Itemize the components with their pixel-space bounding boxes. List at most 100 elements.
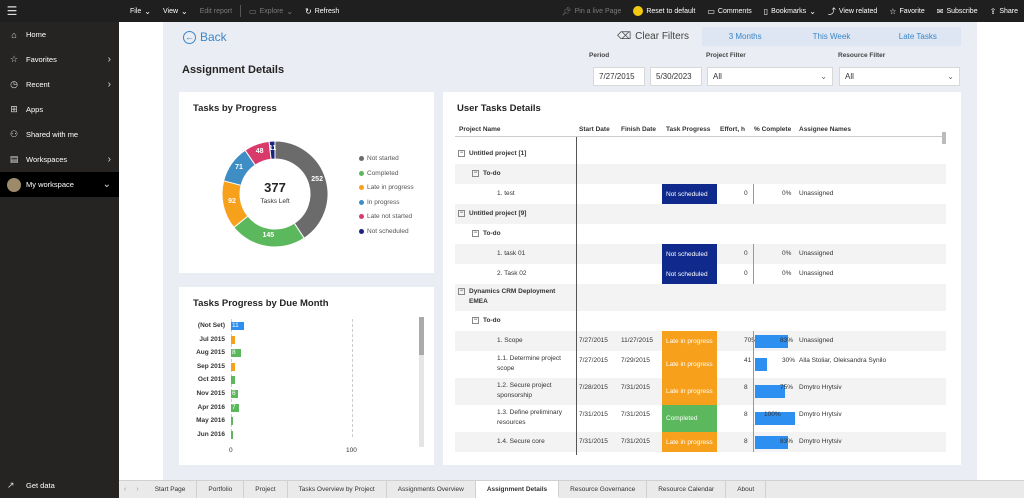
period-end-field[interactable]: 5/30/2023 bbox=[650, 67, 702, 86]
clear-filters-button[interactable]: ⌫ Clear Filters bbox=[617, 31, 689, 42]
table-row[interactable]: − Untitled project [9] bbox=[455, 204, 946, 224]
collapse-icon[interactable]: − bbox=[472, 170, 479, 177]
resource-filter-dropdown[interactable]: All ⌄ bbox=[839, 67, 960, 86]
page-tab-portfolio[interactable]: Portfolio bbox=[197, 481, 245, 498]
nav-label: Apps bbox=[26, 105, 44, 114]
table-row[interactable]: 1.1. Determine project scope 7/27/2015 7/29… bbox=[455, 351, 946, 378]
reset-default-button[interactable]: Reset to default bbox=[627, 6, 701, 16]
column-header[interactable]: Start Date bbox=[579, 126, 610, 133]
month-bar[interactable] bbox=[231, 417, 234, 426]
column-header[interactable]: Assignee Names bbox=[799, 126, 852, 133]
collapse-icon[interactable]: − bbox=[472, 317, 479, 324]
column-header[interactable]: Task Progress bbox=[666, 126, 711, 133]
prev-page-icon[interactable]: ‹ bbox=[124, 486, 127, 493]
file-menu[interactable]: File ⌄ bbox=[124, 7, 157, 16]
collapse-icon[interactable]: − bbox=[458, 150, 465, 157]
column-header[interactable]: % Complete bbox=[754, 126, 792, 133]
favorite-button[interactable]: ☆ Favorite bbox=[883, 7, 930, 16]
legend-item[interactable]: Completed bbox=[359, 170, 398, 177]
page-tab-about[interactable]: About bbox=[726, 481, 767, 498]
page-tab-resource-calendar[interactable]: Resource Calendar bbox=[647, 481, 727, 498]
subscribe-button[interactable]: ✉ Subscribe bbox=[931, 7, 984, 16]
next-page-icon[interactable]: › bbox=[136, 486, 139, 493]
legend-item[interactable]: Late in progress bbox=[359, 184, 414, 191]
view-label: View bbox=[162, 7, 179, 15]
nav-item-my-workspace[interactable]: My workspace ⌄ bbox=[0, 172, 119, 197]
assignee-names: Alla Stoliar, Oleksandra Synilo bbox=[799, 357, 887, 364]
card-title: User Tasks Details bbox=[457, 103, 541, 114]
table-row[interactable]: 1. Scope 7/27/2015 11/27/2015 Late in progr… bbox=[455, 331, 946, 351]
table-row[interactable]: − To-do bbox=[455, 224, 946, 244]
percent-complete-value: 75% bbox=[780, 384, 794, 391]
tab-this-week[interactable]: This Week bbox=[812, 32, 851, 41]
view-related-button[interactable]: ⤴ View related bbox=[822, 6, 883, 17]
column-header[interactable]: Effort, h bbox=[720, 126, 745, 133]
column-header[interactable]: Finish Date bbox=[621, 126, 657, 133]
nav-item-home[interactable]: ⌂ Home bbox=[0, 22, 119, 47]
legend-item[interactable]: In progress bbox=[359, 199, 400, 206]
collapse-icon[interactable]: − bbox=[472, 230, 479, 237]
month-bar[interactable] bbox=[231, 362, 235, 371]
nav-item-apps[interactable]: ⊞ Apps bbox=[0, 97, 119, 122]
view-related-label: View related bbox=[838, 7, 878, 15]
tasks-left-label: Tasks Left bbox=[260, 198, 290, 205]
page-tab-assignment-details[interactable]: Assignment Details bbox=[475, 481, 560, 498]
effort-value: 0 bbox=[744, 190, 748, 197]
table-row[interactable]: 1.3. Define preliminary resources 7/31/201… bbox=[455, 405, 946, 432]
table-row[interactable]: 1. task 01 Not scheduled 0 0% Unassigned bbox=[455, 244, 946, 264]
month-bar[interactable]: 7 bbox=[231, 403, 240, 412]
refresh-button[interactable]: ↻ Refresh bbox=[299, 7, 345, 16]
comments-button[interactable]: ▭ Comments bbox=[701, 7, 757, 16]
table-scrollbar[interactable] bbox=[941, 122, 947, 444]
collapse-icon[interactable]: − bbox=[458, 288, 465, 295]
scrollbar[interactable] bbox=[419, 317, 424, 447]
effort-value: 8 bbox=[744, 438, 748, 445]
assignee-names: Unassigned bbox=[799, 190, 834, 197]
page-tab-resource-governance[interactable]: Resource Governance bbox=[559, 481, 648, 498]
explore-menu[interactable]: ▭ Explore ⌄ bbox=[243, 7, 299, 16]
project-name-line2: EMEA bbox=[469, 298, 488, 305]
edit-report-button[interactable]: Edit report bbox=[194, 8, 238, 15]
page-tab-assignments-overview[interactable]: Assignments Overview bbox=[387, 481, 476, 498]
nav-item-recent[interactable]: ◷ Recent › bbox=[0, 72, 119, 97]
tab-late-tasks[interactable]: Late Tasks bbox=[898, 32, 937, 41]
table-row[interactable]: − To-do bbox=[455, 311, 946, 331]
view-menu[interactable]: View ⌄ bbox=[157, 7, 194, 16]
table-row[interactable]: − To-do bbox=[455, 164, 946, 184]
pin-live-page-button[interactable]: 📌︎ Pin a live Page bbox=[555, 7, 627, 16]
column-header[interactable]: Project Name bbox=[459, 126, 501, 133]
legend-item[interactable]: Not scheduled bbox=[359, 228, 409, 235]
legend-item[interactable]: Not started bbox=[359, 155, 399, 162]
table-row[interactable]: 2. Task 02 Not scheduled 0 0% Unassigned bbox=[455, 264, 946, 284]
legend-item[interactable]: Late not started bbox=[359, 213, 412, 220]
table-row[interactable]: − Untitled project [1] bbox=[455, 144, 946, 164]
month-bar[interactable] bbox=[231, 335, 235, 344]
month-bar[interactable] bbox=[231, 430, 234, 439]
table-row[interactable]: − Dynamics CRM Deployment EMEA bbox=[455, 284, 946, 311]
period-start-field[interactable]: 7/27/2015 bbox=[593, 67, 645, 86]
bookmarks-menu[interactable]: ▯ Bookmarks ⌄ bbox=[758, 7, 822, 16]
collapse-icon[interactable]: − bbox=[458, 210, 465, 217]
page-tab-start-page[interactable]: Start Page bbox=[144, 481, 198, 498]
scrollbar-thumb[interactable] bbox=[419, 317, 424, 355]
get-data-button[interactable]: ↗ Get data bbox=[0, 472, 119, 498]
share-button[interactable]: ⇪ Share bbox=[984, 7, 1024, 16]
table-row[interactable]: 1.2. Secure project sponsorship 7/28/2015 7… bbox=[455, 378, 946, 405]
donut-slice-not-scheduled[interactable] bbox=[268, 140, 276, 160]
tab-3-months[interactable]: 3 Months bbox=[728, 32, 762, 41]
nav-item-shared[interactable]: ⚇ Shared with me bbox=[0, 122, 119, 147]
month-bar[interactable] bbox=[231, 376, 235, 385]
month-bar[interactable]: 8 bbox=[231, 349, 241, 358]
page-tab-tasks-overview-by-project[interactable]: Tasks Overview by Project bbox=[288, 481, 387, 498]
month-bar[interactable]: 6 bbox=[231, 390, 239, 398]
back-button[interactable]: ← Back bbox=[183, 30, 227, 44]
table-row[interactable]: 1. test Not scheduled 0 0% Unassigned bbox=[455, 184, 946, 204]
project-filter-dropdown[interactable]: All ⌄ bbox=[707, 67, 833, 86]
app-launcher-icon[interactable]: ☰ bbox=[6, 4, 18, 18]
table-row[interactable]: 1.4. Secure core 7/31/2015 7/31/2015 Late i… bbox=[455, 432, 946, 452]
nav-item-favorites[interactable]: ☆ Favorites › bbox=[0, 47, 119, 72]
nav-item-workspaces[interactable]: ▤ Workspaces › bbox=[0, 147, 119, 172]
month-bar[interactable]: 11 bbox=[231, 322, 245, 330]
scrollbar-thumb[interactable] bbox=[942, 132, 946, 144]
page-tab-project[interactable]: Project bbox=[244, 481, 288, 498]
